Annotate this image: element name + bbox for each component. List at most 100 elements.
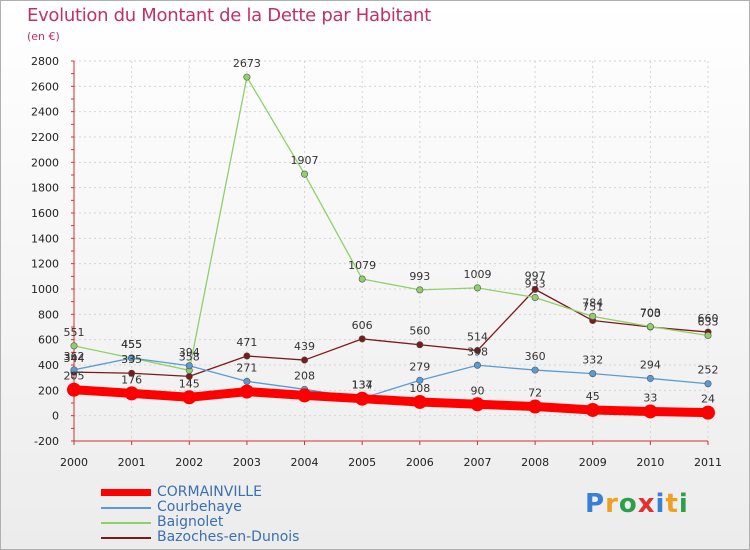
data-label-courbehaye: 455 bbox=[121, 338, 142, 351]
y-tick-label: 1000 bbox=[31, 283, 59, 296]
x-tick-label: 2001 bbox=[118, 456, 146, 469]
data-label-baignolet: 1079 bbox=[348, 259, 376, 272]
data-label-bazoches-en-dunois: 439 bbox=[294, 340, 315, 353]
data-point-bazoches-en-dunois bbox=[301, 356, 309, 364]
data-point-baignolet bbox=[646, 323, 654, 331]
data-point-cormainville bbox=[701, 405, 715, 420]
data-point-courbehaye bbox=[416, 376, 424, 384]
data-label-courbehaye: 271 bbox=[236, 361, 257, 374]
data-label-cormainville: 108 bbox=[409, 382, 430, 395]
y-tick-label: 600 bbox=[38, 334, 59, 347]
data-label-baignolet: 784 bbox=[582, 296, 603, 309]
x-tick-label: 2009 bbox=[579, 456, 607, 469]
series-line-courbehaye bbox=[73, 357, 709, 399]
data-label-bazoches-en-dunois: 471 bbox=[236, 336, 257, 349]
data-point-baignolet bbox=[70, 342, 78, 350]
y-tick-label: 2800 bbox=[31, 55, 59, 68]
data-point-baignolet bbox=[473, 284, 481, 292]
legend-label: Bazoches-en-Dunois bbox=[157, 529, 300, 545]
series-line-baignolet bbox=[73, 76, 709, 371]
logo-letter: i bbox=[678, 489, 689, 519]
y-tick-label: 200 bbox=[38, 384, 59, 397]
data-label-courbehaye: 279 bbox=[409, 360, 430, 373]
x-tick-label: 2011 bbox=[694, 456, 722, 469]
data-point-baignolet bbox=[704, 331, 712, 339]
data-point-cormainville bbox=[355, 391, 370, 406]
data-point-cormainville bbox=[182, 390, 197, 405]
x-tick-label: 2004 bbox=[291, 456, 319, 469]
chart-unit: (en €) bbox=[27, 30, 60, 43]
legend-swatch bbox=[101, 489, 151, 496]
data-label-baignolet: 358 bbox=[179, 350, 200, 363]
data-label-baignolet: 933 bbox=[525, 277, 546, 290]
legend-label: Courbehaye bbox=[157, 499, 242, 515]
data-point-cormainville bbox=[528, 399, 543, 414]
y-tick-label: 2600 bbox=[31, 80, 59, 93]
x-tick-label: 2007 bbox=[463, 456, 491, 469]
logo-letter: x bbox=[637, 489, 656, 519]
data-label-courbehaye: 137 bbox=[352, 378, 373, 391]
x-tick-label: 2006 bbox=[406, 456, 434, 469]
legend-swatch bbox=[101, 537, 151, 539]
data-label-bazoches-en-dunois: 335 bbox=[121, 353, 142, 366]
data-label-baignolet: 2673 bbox=[233, 57, 261, 70]
data-label-baignolet: 703 bbox=[640, 307, 661, 320]
proxiti-logo: Proxiti bbox=[585, 489, 689, 519]
data-point-bazoches-en-dunois bbox=[531, 285, 539, 293]
y-tick-label: 2200 bbox=[31, 131, 59, 144]
data-label-bazoches-en-dunois: 751 bbox=[582, 301, 603, 314]
data-label-cormainville: 33 bbox=[643, 391, 657, 404]
data-label-cormainville: 72 bbox=[528, 387, 542, 400]
data-point-baignolet bbox=[358, 275, 366, 283]
data-point-baignolet bbox=[589, 312, 597, 320]
y-tick-label: 1800 bbox=[31, 182, 59, 195]
y-tick-label: 2400 bbox=[31, 106, 59, 119]
data-label-bazoches-en-dunois: 514 bbox=[467, 331, 488, 344]
logo-letter: o bbox=[618, 489, 638, 519]
data-label-cormainville: 45 bbox=[586, 390, 600, 403]
logo-letter: r bbox=[605, 489, 619, 519]
data-label-bazoches-en-dunois: 606 bbox=[352, 319, 373, 332]
data-point-cormainville bbox=[470, 397, 485, 412]
data-point-baignolet bbox=[416, 286, 424, 294]
legend-swatch bbox=[101, 507, 151, 509]
data-label-courbehaye: 360 bbox=[525, 350, 546, 363]
y-tick-label: 1200 bbox=[31, 258, 59, 271]
data-label-baignolet: 1907 bbox=[291, 154, 319, 167]
data-point-courbehaye bbox=[243, 377, 251, 385]
data-point-bazoches-en-dunois bbox=[358, 335, 366, 343]
legend-label: CORMAINVILLE bbox=[157, 484, 262, 500]
data-label-bazoches-en-dunois: 660 bbox=[698, 312, 719, 325]
y-tick-label: 0 bbox=[52, 410, 59, 423]
x-tick-label: 2008 bbox=[521, 456, 549, 469]
data-point-bazoches-en-dunois bbox=[473, 347, 481, 355]
data-label-courbehaye: 332 bbox=[582, 354, 603, 367]
x-tick-label: 2002 bbox=[175, 456, 203, 469]
legend-swatch bbox=[101, 522, 151, 524]
data-label-baignolet: 633 bbox=[698, 315, 719, 328]
data-label-bazoches-en-dunois: 700 bbox=[640, 307, 661, 320]
data-label-baignolet: 551 bbox=[64, 326, 85, 339]
data-point-baignolet bbox=[243, 73, 251, 81]
data-label-courbehaye: 398 bbox=[467, 345, 488, 358]
data-label-courbehaye: 394 bbox=[179, 346, 200, 359]
logo-letter: P bbox=[585, 489, 606, 519]
x-tick-label: 2000 bbox=[60, 456, 88, 469]
data-point-courbehaye bbox=[531, 366, 539, 374]
x-tick-label: 2005 bbox=[348, 456, 376, 469]
y-tick-label: -200 bbox=[34, 435, 59, 448]
x-tick-label: 2010 bbox=[636, 456, 664, 469]
data-label-cormainville: 134 bbox=[352, 379, 373, 392]
data-label-baignolet: 455 bbox=[121, 338, 142, 351]
data-point-cormainville bbox=[412, 394, 427, 409]
y-tick-label: 1400 bbox=[31, 232, 59, 245]
data-point-courbehaye bbox=[473, 361, 481, 369]
data-point-cormainville bbox=[67, 382, 81, 397]
data-label-cormainville: 24 bbox=[701, 393, 715, 406]
y-tick-label: 2000 bbox=[31, 156, 59, 169]
data-label-cormainville: 145 bbox=[179, 377, 200, 390]
data-label-courbehaye: 294 bbox=[640, 358, 661, 371]
logo-letter: t bbox=[665, 489, 679, 519]
